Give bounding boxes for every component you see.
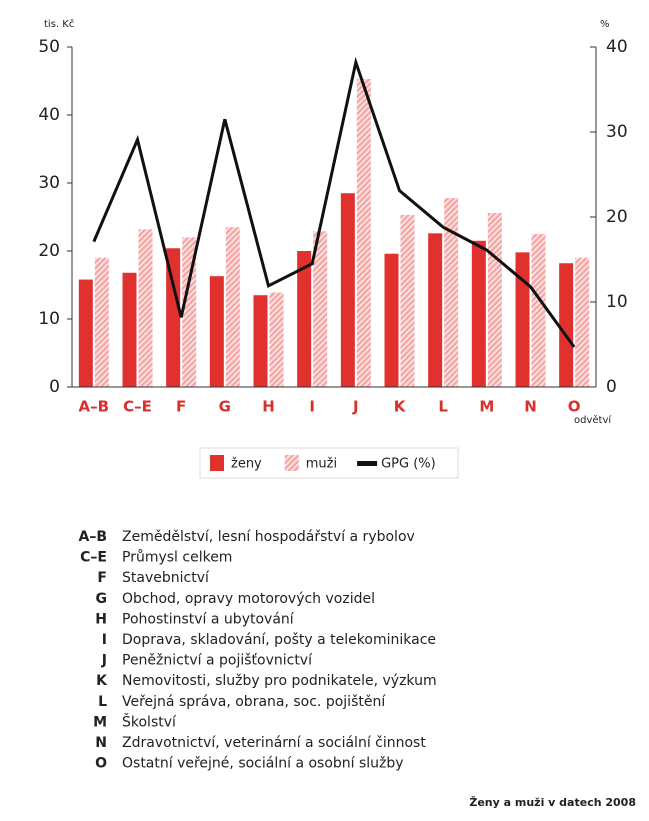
bar <box>400 214 415 387</box>
key-text: Veřejná správa, obrana, soc. pojištění <box>122 694 386 710</box>
bar <box>122 272 137 387</box>
y2-tick-label: 20 <box>606 207 628 227</box>
bar <box>515 252 530 387</box>
legend-label: muži <box>306 457 337 472</box>
key-code: N <box>95 735 107 751</box>
key-text: Pohostinství a ubytování <box>122 611 295 627</box>
x-tick-label: O <box>568 398 581 416</box>
y-axis-label: tis. Kč <box>44 18 74 30</box>
legend-swatch <box>284 455 299 471</box>
y2-tick-label: 40 <box>606 37 628 57</box>
key-code: J <box>101 653 107 669</box>
bar <box>384 253 399 387</box>
key-code: G <box>96 591 108 607</box>
key-code: L <box>98 694 107 710</box>
y-tick-label: 20 <box>38 241 60 261</box>
x-tick-label: G <box>219 398 231 416</box>
x-tick-label: F <box>176 398 186 416</box>
x-tick-label: M <box>479 398 494 416</box>
bar <box>297 251 312 387</box>
y2-tick-label: 0 <box>606 377 617 397</box>
y2-tick-label: 30 <box>606 122 628 142</box>
bar <box>225 227 240 387</box>
bar <box>209 276 224 387</box>
key-text: Školství <box>122 712 177 730</box>
legend-label: GPG (%) <box>381 457 436 472</box>
legend-swatch <box>357 461 378 466</box>
key-code: A–B <box>78 529 107 545</box>
key-code: M <box>93 714 107 730</box>
key-text: Peněžnictví a pojišťovnictví <box>122 653 313 669</box>
legend-box <box>199 447 459 479</box>
bar <box>559 263 574 387</box>
bar <box>94 257 109 387</box>
key-code: F <box>97 570 107 586</box>
y2-axis-label: % <box>600 19 610 30</box>
bar <box>531 234 546 387</box>
x-axis-label: odvětví <box>574 414 612 426</box>
y-tick-label: 30 <box>38 173 60 193</box>
bar <box>166 248 181 387</box>
y-tick-label: 40 <box>38 105 60 125</box>
bar <box>428 233 443 387</box>
source: Ženy a muži v datech 2008 <box>469 796 636 809</box>
key-text: Obchod, opravy motorových vozidel <box>122 591 375 607</box>
bar <box>78 279 93 387</box>
bar <box>138 229 153 387</box>
key-text: Zdravotnictví, veterinární a sociální či… <box>122 735 426 751</box>
key-code: H <box>95 611 107 627</box>
bar <box>313 231 328 387</box>
key-code: I <box>102 632 107 648</box>
key-text: Zemědělství, lesní hospodářství a rybolo… <box>122 529 415 545</box>
y-tick-label: 50 <box>38 37 60 57</box>
key-code: K <box>96 673 108 689</box>
bar <box>575 257 590 387</box>
key-code: O <box>95 756 107 772</box>
key-text: Nemovitosti, služby pro podnikatele, výz… <box>122 673 437 689</box>
y-tick-label: 10 <box>38 309 60 329</box>
x-tick-label: L <box>438 398 448 416</box>
key-code: C–E <box>80 550 107 566</box>
line <box>92 56 576 348</box>
y-tick-label: 0 <box>49 377 60 397</box>
x-tick-label: H <box>262 398 275 416</box>
x-tick-label: I <box>309 398 315 416</box>
bar <box>444 197 459 387</box>
bar <box>340 193 355 387</box>
y2-tick-label: 10 <box>606 292 628 312</box>
x-tick-label: J <box>352 398 359 416</box>
legend-label: ženy <box>231 457 262 472</box>
bar <box>269 292 284 387</box>
x-tick-label: K <box>394 398 407 416</box>
key-text: Ostatní veřejné, sociální a osobní služb… <box>122 756 404 772</box>
key-text: Stavebnictví <box>122 570 210 586</box>
legend-swatch <box>210 455 224 471</box>
x-tick-label: N <box>524 398 537 416</box>
x-tick-label: A–B <box>79 398 110 416</box>
bar <box>356 78 371 388</box>
bar <box>253 295 268 387</box>
x-tick-label: C–E <box>123 398 152 416</box>
key-text: Doprava, skladování, pošty a telekominik… <box>122 632 436 648</box>
bar <box>487 212 502 387</box>
key-text: Průmysl celkem <box>122 550 232 566</box>
bar <box>182 237 197 387</box>
bar <box>471 240 486 387</box>
